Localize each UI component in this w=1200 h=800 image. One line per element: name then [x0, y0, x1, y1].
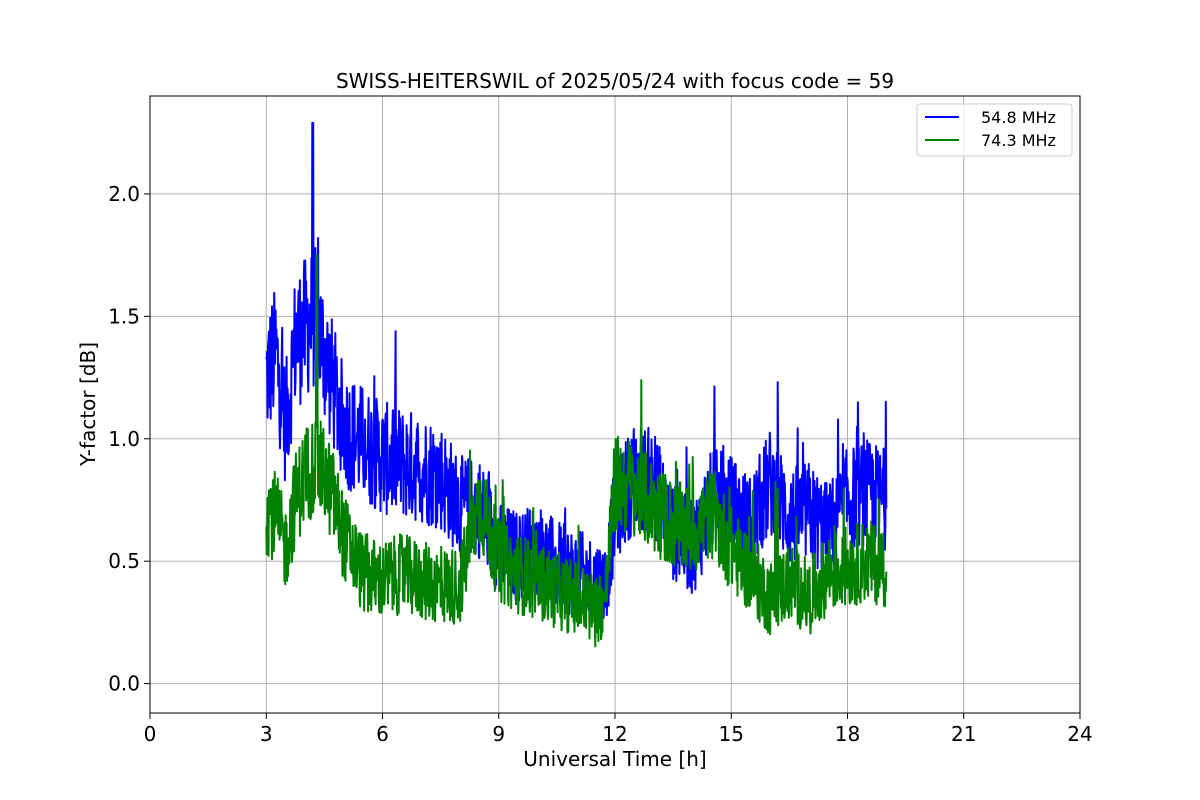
x-tick-label: 3	[260, 722, 273, 746]
x-tick-label: 6	[376, 722, 389, 746]
x-tick-label: 12	[602, 722, 627, 746]
x-tick-label: 0	[144, 722, 157, 746]
x-tick-label: 9	[492, 722, 505, 746]
y-tick-label: 0.5	[108, 549, 140, 573]
legend-label-74-3-mhz: 74.3 MHz	[981, 131, 1056, 150]
chart-title: SWISS-HEITERSWIL of 2025/05/24 with focu…	[336, 69, 894, 93]
x-tick-label: 24	[1067, 722, 1092, 746]
legend: 54.8 MHz 74.3 MHz	[916, 103, 1073, 157]
ticks-layer: 0 3 6 9 12 15 18 21 24 0.0 0.5 1.0 1.5 2.0	[108, 182, 1093, 746]
x-tick-label: 18	[835, 722, 860, 746]
y-tick-label: 1.5	[108, 304, 140, 328]
y-axis-label: Y-factor [dB]	[76, 342, 100, 467]
y-tick-label: 0.0	[108, 672, 140, 696]
legend-label-54-8-mhz: 54.8 MHz	[981, 108, 1056, 127]
y-tick-label: 2.0	[108, 182, 140, 206]
x-tick-label: 15	[719, 722, 744, 746]
series-layer	[265, 121, 888, 648]
x-axis-label: Universal Time [h]	[523, 747, 706, 771]
y-tick-label: 1.0	[108, 427, 140, 451]
series-line-74-3-mhz	[265, 254, 888, 648]
x-tick-label: 21	[951, 722, 976, 746]
